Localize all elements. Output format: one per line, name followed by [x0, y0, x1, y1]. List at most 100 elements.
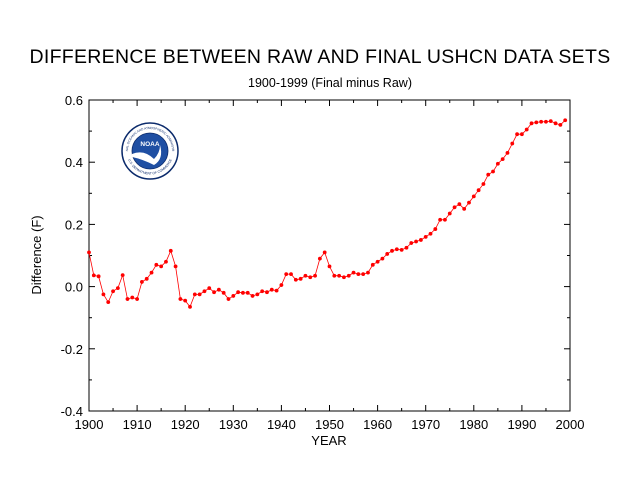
- data-point: [515, 132, 519, 137]
- data-point: [168, 248, 173, 253]
- data-point: [284, 272, 289, 277]
- data-point: [154, 262, 159, 267]
- data-point: [274, 288, 279, 293]
- data-point: [462, 206, 467, 211]
- x-tick-label: 1940: [267, 417, 296, 432]
- x-tick-label: 1960: [363, 417, 392, 432]
- data-point: [534, 120, 539, 125]
- x-tick-label: 1970: [411, 417, 440, 432]
- data-point: [226, 297, 231, 301]
- data-point: [486, 172, 491, 177]
- x-tick-label: 1990: [507, 417, 536, 432]
- data-point: [332, 273, 337, 278]
- data-point: [423, 234, 428, 239]
- data-point: [96, 274, 101, 279]
- data-point: [553, 121, 558, 126]
- data-point: [361, 272, 366, 277]
- chart-subtitle: 1900-1999 (Final minus Raw): [248, 76, 412, 90]
- data-point: [144, 276, 149, 281]
- data-point: [120, 273, 125, 277]
- data-point: [452, 205, 457, 210]
- data-point: [125, 297, 130, 301]
- data-point: [87, 250, 91, 255]
- data-point: [390, 248, 394, 253]
- data-point: [317, 256, 322, 261]
- data-point: [236, 290, 241, 295]
- data-point: [188, 304, 192, 309]
- data-point: [394, 247, 399, 252]
- data-point: [351, 270, 356, 275]
- data-point: [524, 127, 529, 132]
- logo-wordmark: NOAA: [140, 141, 159, 148]
- data-point: [404, 245, 409, 250]
- data-point: [173, 264, 178, 269]
- data-point: [438, 217, 443, 222]
- data-point: [308, 275, 313, 280]
- data-point: [491, 169, 495, 174]
- series-layer: [87, 118, 568, 309]
- data-point: [298, 276, 303, 281]
- data-point: [255, 292, 260, 297]
- x-tick-label: 2000: [556, 417, 585, 432]
- data-point: [356, 272, 361, 277]
- data-point: [178, 297, 183, 301]
- data-point: [385, 252, 390, 256]
- data-point: [260, 289, 265, 294]
- data-point: [115, 286, 120, 291]
- data-point: [409, 241, 414, 245]
- data-point: [414, 239, 418, 244]
- data-point: [529, 121, 534, 126]
- data-point: [495, 161, 500, 166]
- data-point: [399, 248, 404, 252]
- x-axis-title: YEAR: [311, 433, 346, 448]
- y-tick-label: 0.6: [65, 93, 83, 108]
- data-point: [159, 264, 164, 269]
- logo-disc: [131, 132, 169, 170]
- data-point: [563, 118, 568, 123]
- data-point: [293, 277, 298, 282]
- data-point: [447, 211, 452, 216]
- data-point: [250, 294, 255, 298]
- data-point: [231, 294, 236, 298]
- logo-bird-wave: [132, 145, 162, 165]
- data-point: [337, 273, 342, 278]
- x-tick-label: 1920: [171, 417, 200, 432]
- data-point: [500, 157, 505, 161]
- data-point: [366, 270, 370, 275]
- data-point: [111, 289, 115, 294]
- data-point: [471, 194, 476, 199]
- data-point: [457, 202, 462, 207]
- data-point: [346, 273, 351, 278]
- y-tick-label: -0.4: [61, 404, 83, 419]
- x-tick-label: 1930: [219, 417, 248, 432]
- data-point: [241, 290, 245, 295]
- data-point: [418, 238, 423, 242]
- data-point: [313, 273, 317, 278]
- y-tick-label: 0.4: [65, 155, 83, 170]
- data-point: [510, 141, 515, 146]
- data-point: [106, 300, 111, 305]
- x-tick-label: 1910: [123, 417, 152, 432]
- data-point: [289, 272, 293, 277]
- x-tick-label: 1900: [75, 417, 104, 432]
- data-point: [505, 150, 510, 155]
- y-axis-title: Difference (F): [29, 215, 44, 294]
- y-tick-label: 0.2: [65, 217, 83, 232]
- data-point: [245, 290, 250, 295]
- data-point: [520, 132, 524, 137]
- data-point: [91, 273, 96, 278]
- data-point: [327, 264, 332, 269]
- data-point: [322, 250, 327, 255]
- data-point: [476, 188, 481, 193]
- data-point: [539, 119, 544, 124]
- y-tick-label: -0.2: [61, 342, 83, 357]
- data-point: [149, 270, 154, 275]
- data-point: [207, 286, 212, 291]
- data-point: [375, 259, 380, 264]
- y-tick-label: 0.0: [65, 280, 83, 295]
- data-point: [130, 295, 135, 300]
- data-point: [216, 287, 221, 292]
- data-point: [269, 287, 274, 292]
- data-point: [265, 290, 269, 295]
- data-point: [380, 256, 385, 261]
